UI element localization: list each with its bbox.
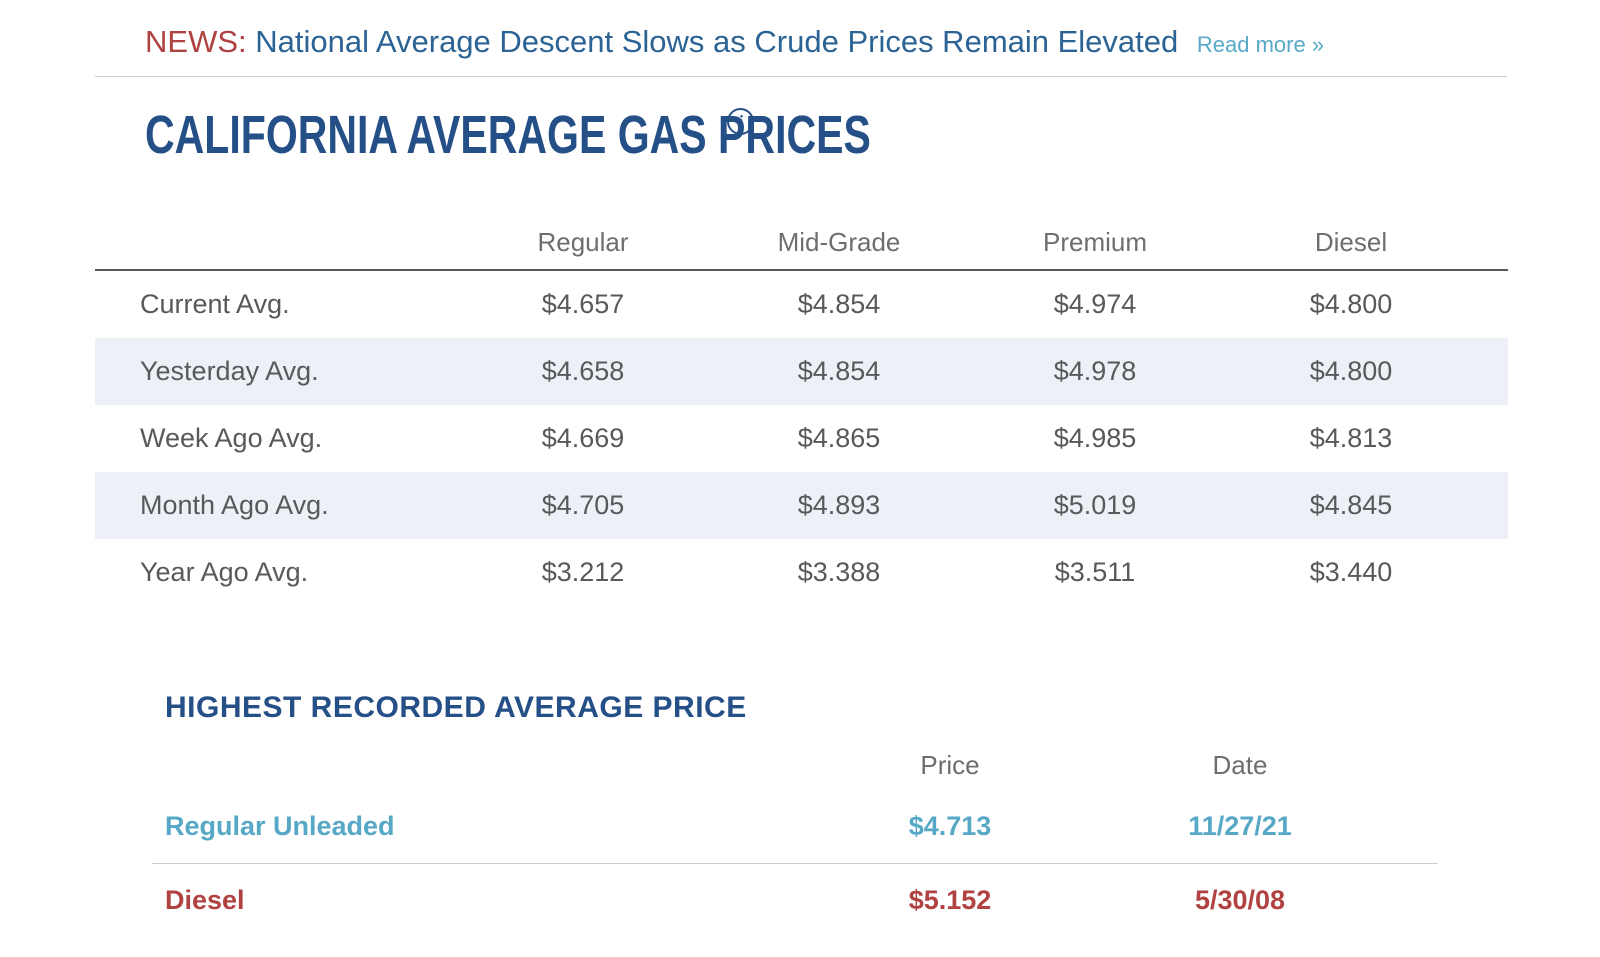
price-cell: $4.669 [541, 423, 625, 453]
price-cell: $3.388 [797, 557, 881, 587]
column-header-premium: Premium [1042, 226, 1147, 257]
price-cell: $4.845 [1309, 490, 1393, 520]
price-cell: $4.893 [797, 490, 881, 520]
column-header-date: Date [1212, 749, 1268, 780]
price-cell: $4.800 [1309, 289, 1393, 319]
price-cell: $4.813 [1309, 423, 1393, 453]
price-cell: $4.854 [797, 356, 881, 386]
price-cell: $3.440 [1309, 557, 1393, 587]
column-header-diesel: Diesel [1314, 226, 1388, 257]
highest-row-regular-unleaded: Regular Unleaded $4.713 11/27/21 [152, 790, 1438, 863]
gas-price-table: Regular Mid-Grade Premium Diesel Current… [95, 215, 1508, 606]
row-label: Regular Unleaded [165, 811, 395, 841]
table-row-month-ago: Month Ago Avg. $4.705 $4.893 $5.019 $4.8… [95, 472, 1508, 539]
price-cell: $4.978 [1053, 356, 1137, 386]
page-title: CALIFORNIA AVERAGE GAS PRICES [145, 105, 871, 165]
date-cell: 5/30/08 [1194, 884, 1286, 915]
news-label: NEWS: [145, 24, 247, 59]
row-label: Yesterday Avg. [140, 356, 319, 386]
price-cell: $3.511 [1054, 557, 1136, 587]
price-cell: $4.854 [797, 289, 881, 319]
highest-recorded-title: HIGHEST RECORDED AVERAGE PRICE [165, 691, 747, 724]
price-cell: $4.658 [541, 356, 625, 386]
price-cell: $5.152 [908, 884, 992, 915]
price-cell: $4.985 [1053, 423, 1137, 453]
table-row-year-ago: Year Ago Avg. $3.212 $3.388 $3.511 $3.44… [95, 539, 1508, 606]
table-header-row: Regular Mid-Grade Premium Diesel [95, 215, 1508, 271]
price-cell: $3.212 [541, 557, 625, 587]
highest-recorded-table: Price Date Regular Unleaded $4.713 11/27… [152, 740, 1438, 936]
highest-row-diesel: Diesel $5.152 5/30/08 [152, 864, 1438, 936]
row-label: Month Ago Avg. [140, 490, 329, 520]
news-divider [95, 76, 1507, 77]
news-banner: NEWS: National Average Descent Slows as … [145, 22, 1525, 65]
row-label: Year Ago Avg. [140, 557, 309, 587]
price-cell: $4.713 [908, 811, 992, 841]
highest-recorded-divider [152, 863, 1438, 864]
price-cell: $4.865 [797, 423, 881, 453]
price-cell: $4.800 [1309, 356, 1393, 386]
row-label: Current Avg. [140, 289, 290, 319]
news-headline-link[interactable]: National Average Descent Slows as Crude … [255, 24, 1179, 59]
column-header-price: Price [920, 749, 980, 780]
price-cell: $4.657 [541, 289, 625, 319]
price-cell: $4.974 [1053, 289, 1137, 319]
row-label: Week Ago Avg. [140, 423, 323, 453]
table-row-current: Current Avg. $4.657 $4.854 $4.974 $4.800 [95, 271, 1508, 338]
table-row-week-ago: Week Ago Avg. $4.669 $4.865 $4.985 $4.81… [95, 405, 1508, 472]
table-row-yesterday: Yesterday Avg. $4.658 $4.854 $4.978 $4.8… [95, 338, 1508, 405]
read-more-link[interactable]: Read more » [1196, 32, 1325, 57]
info-icon[interactable]: i [727, 108, 754, 135]
price-cell: $5.019 [1053, 490, 1137, 520]
row-label: Diesel [165, 884, 245, 915]
column-header-midgrade: Mid-Grade [777, 226, 901, 257]
price-cell: $4.705 [541, 490, 625, 520]
highest-recorded-header-row: Price Date [152, 740, 1438, 790]
column-header-regular: Regular [537, 226, 629, 257]
date-cell: 11/27/21 [1188, 811, 1292, 841]
